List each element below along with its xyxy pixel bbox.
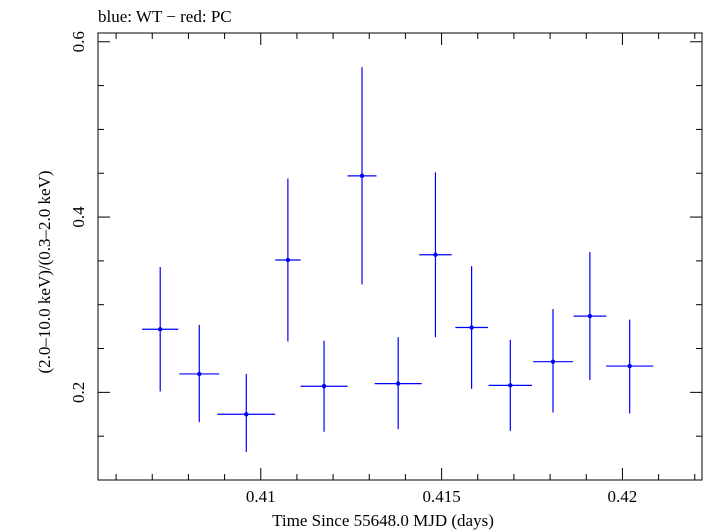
- x-axis-label: Time Since 55648.0 MJD (days): [272, 511, 494, 530]
- point-marker: [469, 325, 474, 330]
- data-point: [275, 178, 301, 342]
- point-marker: [285, 257, 291, 263]
- point-marker: [587, 313, 593, 319]
- data-point: [217, 373, 276, 452]
- data-point: [374, 337, 422, 430]
- data-points: [142, 67, 654, 452]
- point-marker: [197, 371, 202, 377]
- point-marker: [550, 359, 556, 364]
- point-marker: [321, 384, 327, 389]
- data-point: [419, 172, 452, 338]
- x-tick-labels: 0.41 0.415 0.42: [246, 487, 637, 506]
- point-marker: [395, 381, 401, 386]
- data-point: [573, 252, 607, 381]
- data-point: [179, 324, 220, 423]
- data-point: [142, 267, 179, 392]
- x-tick-label: 0.41: [246, 487, 276, 506]
- point-marker: [508, 383, 513, 388]
- data-point: [606, 319, 654, 414]
- data-point: [533, 309, 573, 413]
- y-tick-label: 0.2: [69, 382, 88, 403]
- y-tick-label: 0.4: [69, 206, 88, 228]
- axis-ticks: [98, 33, 702, 481]
- data-point: [300, 340, 348, 432]
- plot-frame: [97, 32, 703, 481]
- y-tick-label: 0.6: [69, 31, 88, 52]
- x-tick-label: 0.42: [608, 487, 638, 506]
- data-point: [488, 339, 533, 431]
- point-marker: [359, 173, 365, 179]
- x-tick-label: 0.415: [422, 487, 460, 506]
- data-point: [347, 67, 377, 285]
- data-point: [455, 266, 488, 389]
- point-marker: [244, 412, 249, 417]
- chart-title: blue: WT − red: PC: [98, 7, 232, 26]
- y-tick-labels: 0.2 0.4 0.6: [69, 31, 88, 403]
- point-marker: [627, 363, 632, 369]
- point-marker: [158, 327, 163, 332]
- point-marker: [433, 252, 438, 257]
- y-axis-label: (2.0–10.0 keV)/(0.3–2.0 keV): [35, 170, 54, 373]
